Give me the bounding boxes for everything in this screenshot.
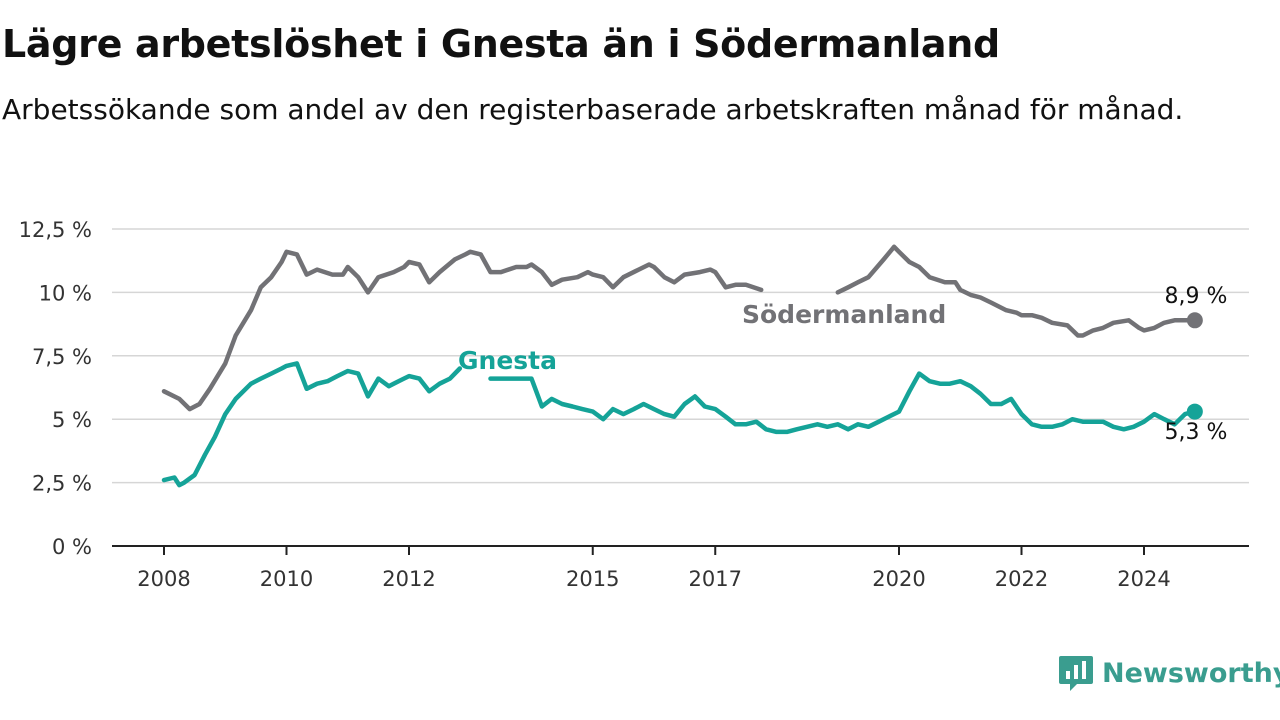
x-tick-label: 2015 [566,567,619,591]
series-layer [161,244,1203,488]
x-tick-label: 2022 [995,567,1048,591]
end-point-sodermanland [1186,312,1203,329]
y-tick-label: 7,5 % [32,345,92,369]
x-tick-label: 2024 [1117,567,1170,591]
newsworthy-logo-text: Newsworthy [1102,657,1280,689]
newsworthy-logo: Newsworthy [1058,654,1280,692]
series-line-sodermanland [161,244,1198,412]
y-tick-label: 10 % [39,281,92,305]
chart-title: Lägre arbetslöshet i Gnesta än i Söderma… [2,22,1000,66]
chart-subtitle: Arbetssökande som andel av den registerb… [2,93,1184,126]
series-line-gnesta [161,361,1198,488]
y-tick-label: 5 % [52,408,92,432]
x-tick-label: 2020 [872,567,925,591]
y-tick-label: 12,5 % [19,218,92,242]
x-tick-label: 2012 [382,567,435,591]
end-label-gnesta: 5,3 % [1165,420,1228,445]
x-tick-label: 2008 [137,567,190,591]
end-label-sodermanland: 8,9 % [1165,284,1228,309]
y-axis-ticks: 0 % 2,5 % 5 % 7,5 % 10 % 12,5 % [19,218,92,559]
x-tick-label: 2017 [689,567,742,591]
y-tick-label: 0 % [52,535,92,559]
series-label-gnesta: Gnesta [458,346,557,375]
x-tick-label: 2010 [260,567,313,591]
newsworthy-logo-icon [1059,656,1093,691]
series-label-sodermanland: Södermanland [742,300,946,329]
x-axis-ticks: 2008 2010 2012 2015 2017 2020 2022 2024 [137,546,1171,591]
y-tick-label: 2,5 % [32,472,92,496]
gridlines [112,228,1249,484]
end-point-gnesta [1186,403,1203,420]
